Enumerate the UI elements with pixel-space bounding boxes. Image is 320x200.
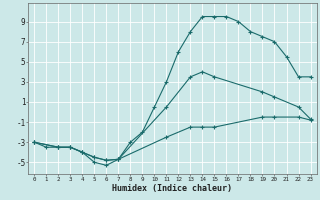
X-axis label: Humidex (Indice chaleur): Humidex (Indice chaleur) — [112, 184, 232, 193]
